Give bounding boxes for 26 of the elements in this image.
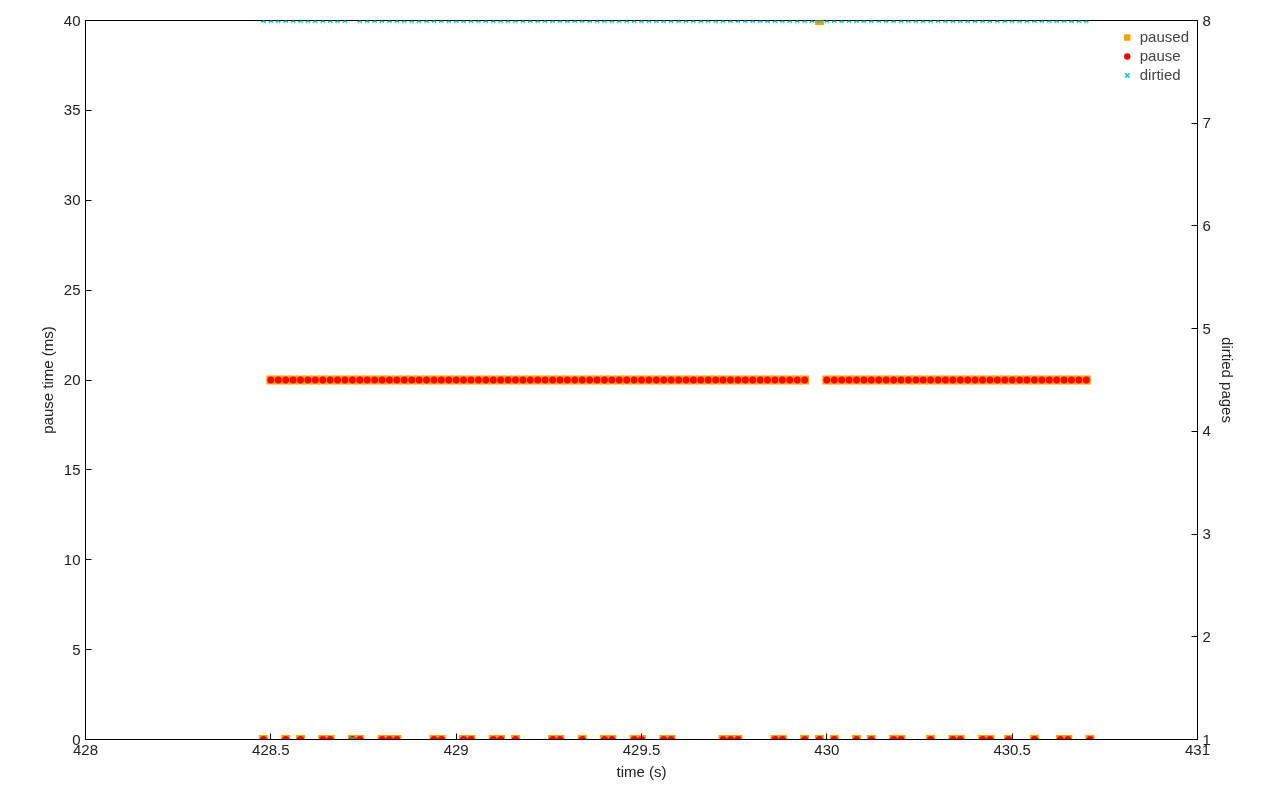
y2-tick-label: 6 — [1202, 216, 1211, 234]
x-tick-label: 428.5 — [252, 740, 290, 758]
y-tick-label: 30 — [63, 191, 81, 209]
x-axis-title: time (s) — [616, 762, 667, 780]
y-tick-label: 25 — [63, 281, 81, 299]
x-tick-label: 429 — [443, 740, 469, 758]
y2-tick-label: 4 — [1202, 422, 1211, 440]
x-tick-label: 429.5 — [622, 740, 661, 758]
y2-axis-title: dirtied pages — [1218, 337, 1236, 423]
x-tick-label: 430.5 — [993, 740, 1031, 758]
legend-label: paused — [1139, 28, 1189, 45]
y-tick-label: 20 — [63, 371, 81, 388]
y2-tick-label: 8 — [1202, 11, 1211, 29]
y2-tick-label: 2 — [1202, 627, 1211, 645]
y-tick-label: 10 — [63, 550, 81, 568]
legend-label: dirtied — [1139, 66, 1181, 83]
legend-label: pause — [1139, 47, 1181, 64]
y-axis-title: pause time (ms) — [38, 326, 56, 434]
y2-tick-label: 5 — [1202, 319, 1211, 337]
y-tick-label: 5 — [72, 640, 81, 658]
y-tick-label: 15 — [63, 460, 81, 478]
y2-tick-label: 7 — [1202, 114, 1211, 132]
y-tick-label: 35 — [63, 101, 81, 119]
y2-tick-label: 3 — [1202, 525, 1211, 543]
y-tick-label: 40 — [63, 11, 81, 29]
x-tick-label: 430 — [814, 740, 840, 758]
